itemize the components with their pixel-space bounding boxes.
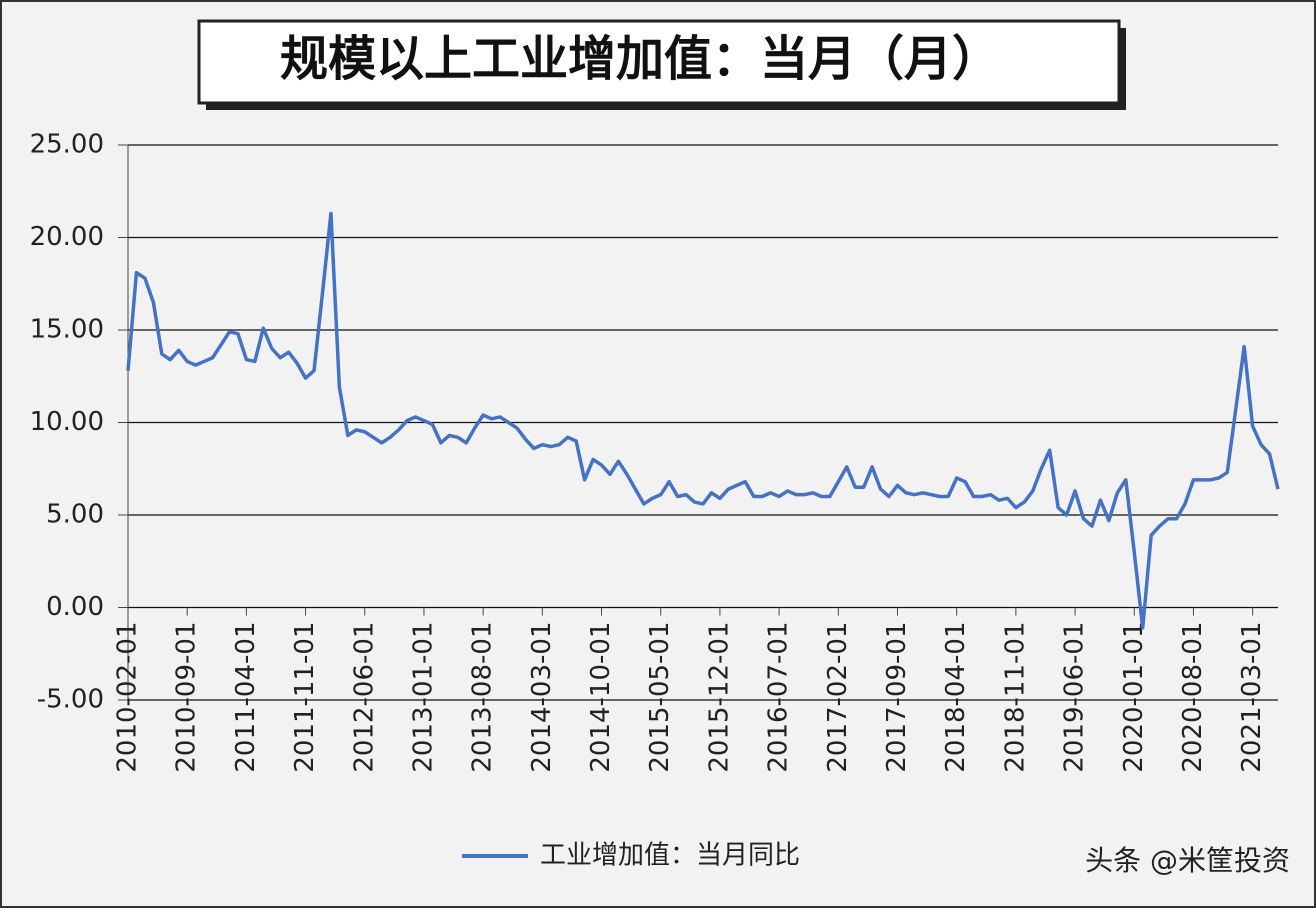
y-tick-label: 10.00 bbox=[30, 407, 104, 437]
y-tick-label: 0.00 bbox=[46, 592, 104, 622]
x-tick-label: 2014-03-01 bbox=[527, 622, 557, 773]
x-tick-label: 2015-12-01 bbox=[704, 622, 734, 773]
x-tick-label: 2015-05-01 bbox=[645, 622, 675, 773]
x-tick-label: 2010-02-01 bbox=[113, 622, 143, 773]
x-tick-label: 2019-06-01 bbox=[1060, 622, 1090, 773]
x-tick-label: 2014-10-01 bbox=[586, 622, 616, 773]
x-tick-label: 2020-01-01 bbox=[1119, 622, 1149, 773]
legend-label: 工业增加值：当月同比 bbox=[540, 841, 800, 871]
x-tick-label: 2018-04-01 bbox=[941, 622, 971, 773]
y-tick-label: -5.00 bbox=[37, 685, 104, 715]
y-tick-label: 20.00 bbox=[30, 222, 104, 252]
x-tick-label: 2016-07-01 bbox=[764, 622, 794, 773]
x-tick-label: 2010-09-01 bbox=[172, 622, 202, 773]
x-tick-label: 2011-11-01 bbox=[290, 622, 320, 773]
watermark: 头条 @米筐投资 bbox=[1085, 844, 1290, 877]
x-tick-label: 2017-09-01 bbox=[882, 622, 912, 773]
x-tick-label: 2020-08-01 bbox=[1178, 622, 1208, 773]
x-tick-label: 2011-04-01 bbox=[231, 622, 261, 773]
x-tick-label: 2017-02-01 bbox=[823, 622, 853, 773]
x-tick-label: 2013-01-01 bbox=[408, 622, 438, 773]
x-tick-label: 2021-03-01 bbox=[1237, 622, 1267, 773]
chart-title: 规模以上工业增加值：当月（月） bbox=[280, 31, 1000, 87]
y-tick-label: 5.00 bbox=[46, 500, 104, 530]
y-tick-label: 15.00 bbox=[30, 315, 104, 345]
x-tick-label: 2012-06-01 bbox=[349, 622, 379, 773]
x-tick-label: 2013-08-01 bbox=[468, 622, 498, 773]
data-line bbox=[126, 211, 1280, 630]
y-tick-label: 25.00 bbox=[30, 130, 104, 160]
title-box bbox=[197, 19, 1121, 105]
x-tick-label: 2018-11-01 bbox=[1000, 622, 1030, 773]
